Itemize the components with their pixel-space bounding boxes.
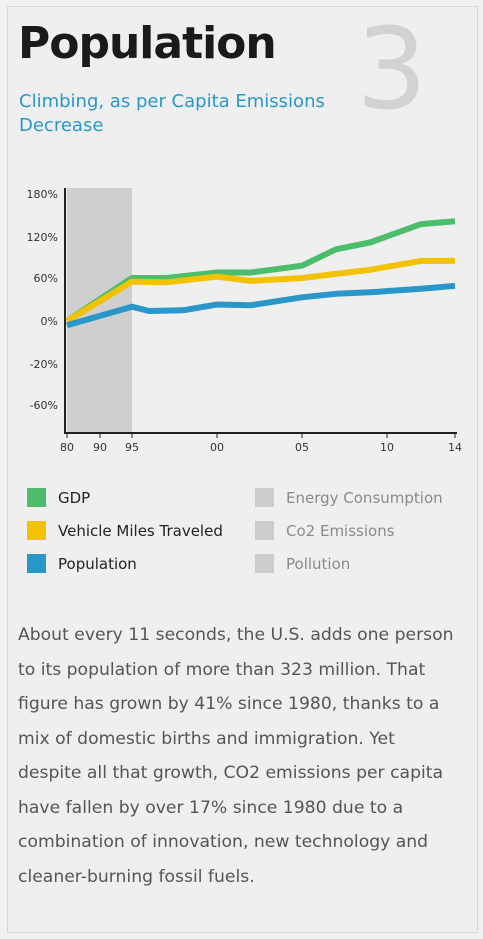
description-paragraph: About every 11 seconds, the U.S. adds on… [18, 625, 454, 887]
legend-item-co2-emissions: Co2 Emissions [255, 521, 395, 540]
page-subtitle: Climbing, as per Capita Emissions Decrea… [19, 91, 325, 136]
legend-label: Co2 Emissions [286, 521, 395, 540]
page-title: Population [18, 18, 277, 69]
legend-swatch [255, 521, 274, 540]
series-line-gdp [65, 218, 456, 324]
x-tick-label: 05 [295, 441, 309, 454]
y-tick-label: 120% [27, 231, 58, 244]
legend-item-vehicle-miles: Vehicle Miles Traveled [27, 521, 223, 540]
line-chart: 180% 120% 60% 0% -20% -60% 80 90 95 00 05 10 14 [27, 188, 462, 454]
legend-swatch [27, 488, 46, 507]
legend-item-gdp: GDP [27, 488, 90, 507]
series-line-population [66, 282, 456, 329]
y-tick-label: 0% [41, 315, 58, 328]
legend-label: GDP [58, 488, 91, 507]
x-tick-label: 95 [125, 441, 139, 454]
section-number: 3 [356, 5, 428, 135]
legend-item-pollution: Pollution [255, 554, 350, 573]
legend-swatch [27, 521, 46, 540]
series-line-vehicle-miles-traveled [65, 257, 455, 324]
legend-swatch [255, 488, 274, 507]
y-tick-label: -60% [30, 399, 58, 412]
legend-swatch [27, 554, 46, 573]
y-tick-label: -20% [30, 358, 58, 371]
x-tick-label: 80 [60, 441, 74, 454]
infographic-card [7, 6, 478, 933]
legend-item-energy-consumption: Energy Consumption [255, 488, 443, 507]
y-tick-label: 60% [34, 272, 58, 285]
x-tick-label: 10 [380, 441, 394, 454]
legend-swatch [255, 554, 274, 573]
legend-item-population: Population [27, 554, 137, 573]
x-tick-label: 90 [93, 441, 107, 454]
legend-label: Vehicle Miles Traveled [58, 521, 223, 540]
legend-label: Energy Consumption [286, 488, 443, 507]
y-tick-label: 180% [27, 188, 58, 201]
legend-label: Pollution [286, 554, 351, 573]
x-tick-label: 00 [210, 441, 224, 454]
legend-label: Population [58, 554, 137, 573]
x-tick-label: 14 [448, 441, 462, 454]
